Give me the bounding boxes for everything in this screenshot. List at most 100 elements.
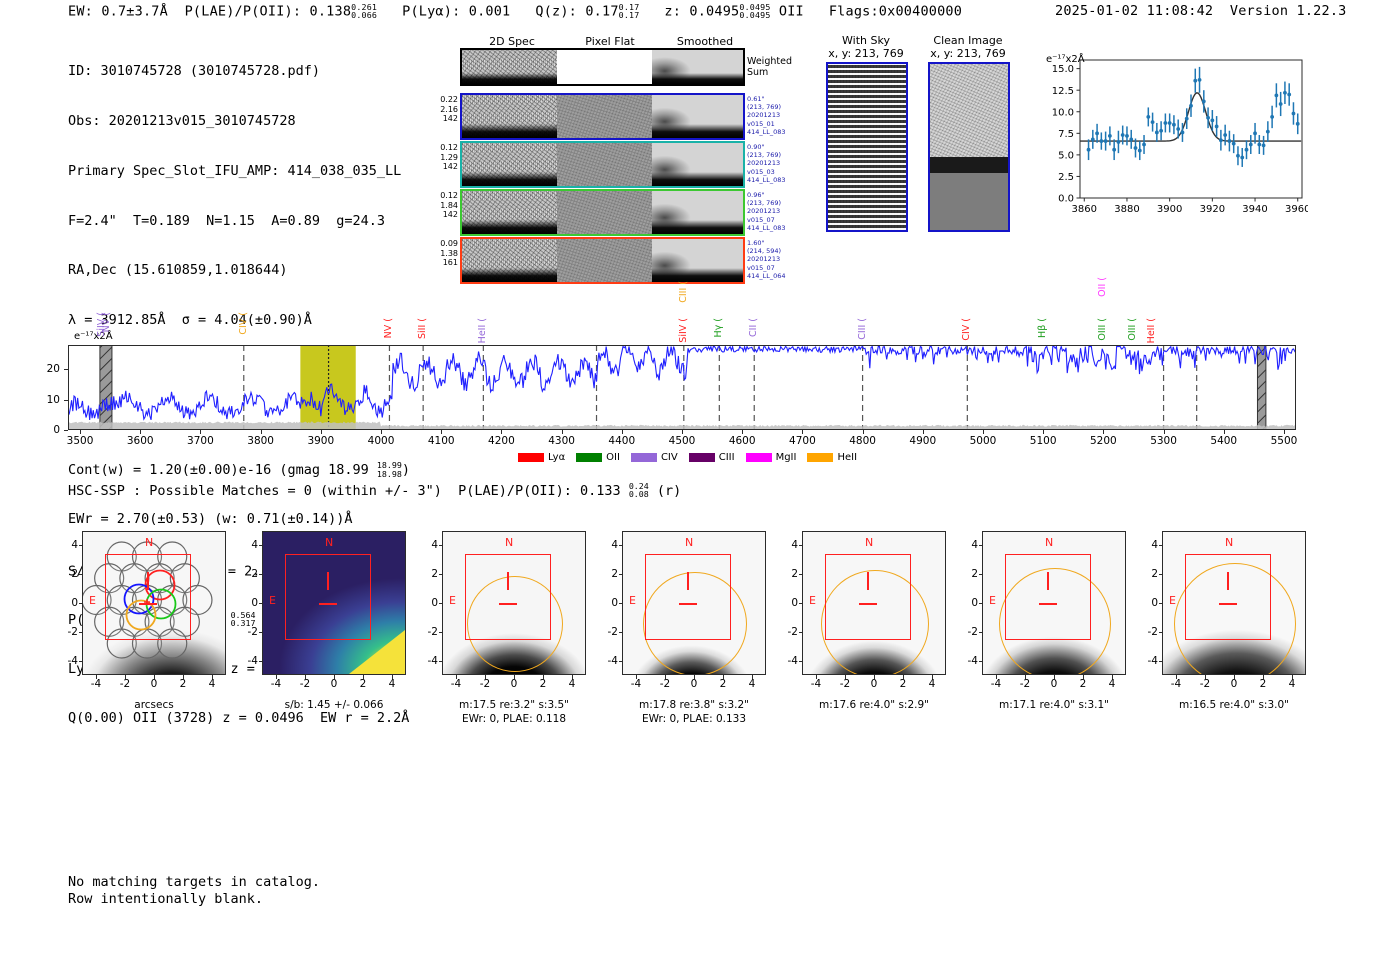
- ytick-4-2: 0: [791, 597, 798, 609]
- spectrum-xtickmark: [1103, 430, 1105, 434]
- ytickmark-0-1: [78, 632, 82, 633]
- spectrum-line-label-siii-4: SiII (: [417, 318, 429, 339]
- crosshair-horizontal-4: [859, 603, 877, 605]
- version: Version 1.22.3: [1229, 3, 1347, 19]
- ytick-6-3: 2: [1151, 568, 1158, 580]
- spec-row-4-meta: 1.60" (214, 594) 20201213 v015_07 414_LL…: [747, 239, 786, 280]
- ytickmark-1-2: [258, 603, 262, 604]
- crosshair-horizontal-3: [679, 603, 697, 605]
- xtick-5-3: 2: [1079, 678, 1087, 690]
- plae-label: P(LAE)/P(OII):: [167, 3, 310, 20]
- xtick-6-4: 4: [1288, 678, 1296, 690]
- xtick-0-0: -4: [90, 678, 102, 690]
- ytick-0-0: -4: [67, 655, 78, 667]
- weighted-sum-row: Weighted Sum: [460, 48, 792, 86]
- xtick-2-1: -2: [479, 678, 491, 690]
- ytickmark-2-4: [438, 545, 442, 546]
- svg-text:3860: 3860: [1072, 204, 1097, 215]
- svg-text:5.0: 5.0: [1058, 150, 1074, 161]
- crosshair-vertical-3: [687, 572, 689, 590]
- spectrum-xtickmark: [682, 430, 683, 434]
- red-fov-box-0: [105, 554, 191, 640]
- ytick-1-1: -2: [247, 626, 258, 638]
- legend-label-heii: HeII: [837, 452, 858, 463]
- svg-text:3920: 3920: [1200, 204, 1225, 215]
- compass-north-4: N: [865, 536, 874, 549]
- xtickmark-0-4: [212, 675, 213, 679]
- ytickmark-4-4: [798, 545, 802, 546]
- image-panel-caption-0: arcsecs: [134, 699, 174, 711]
- xtick-6-0: -4: [1170, 678, 1182, 690]
- z-value: 0.0495: [689, 3, 740, 20]
- xtick-3-1: -2: [659, 678, 671, 690]
- ytick-4-1: -2: [787, 626, 798, 638]
- info-lambda: λ = 3912.85Å σ = 4.04(±0.90)Å: [68, 312, 312, 329]
- xtickmark-1-2: [334, 675, 335, 679]
- compass-east-2: E: [449, 594, 456, 607]
- ytickmark-4-2: [798, 603, 802, 604]
- compass-north-6: N: [1225, 536, 1234, 549]
- legend-entry-oii: OII: [576, 452, 620, 463]
- ytickmark-5-2: [978, 603, 982, 604]
- xtickmark-4-3: [903, 675, 904, 679]
- ytick-6-0: -4: [1147, 655, 1158, 667]
- ytick-3-2: 0: [611, 597, 618, 609]
- spec-row-2: 0.12 1.29 142 0.90" (213, 769) 20201213 …: [440, 141, 786, 188]
- xtickmark-1-3: [363, 675, 364, 679]
- spec-row-3-2d-image: [462, 191, 557, 234]
- spectrum-xtickmark: [1163, 430, 1165, 434]
- xtickmark-0-1: [125, 675, 126, 679]
- summary-header: EW: 0.7±3.7Å P(LAE)/P(OII): 0.138 0.261 0.…: [68, 3, 962, 20]
- crosshair-horizontal-1: [319, 603, 337, 605]
- flags-value: Flags:0x00400000: [803, 3, 963, 20]
- spectrum-ytick-20: 20: [46, 363, 60, 376]
- legend-entry-civ: CIV: [630, 452, 678, 463]
- compass-east-3: E: [629, 594, 636, 607]
- red-fov-box-4: [825, 554, 911, 640]
- image-panel-caption-1: s/b: 1.45 +/- 0.066: [284, 699, 384, 711]
- plya-value: 0.001: [468, 3, 511, 20]
- xtickmark-4-1: [845, 675, 846, 679]
- plae-value: 0.138: [309, 3, 352, 20]
- red-fov-box-2: [465, 554, 551, 640]
- spectrum-xtick-5500: 5500: [1270, 435, 1298, 447]
- ytick-4-3: 2: [791, 568, 798, 580]
- spectrum-xtick-4600: 4600: [728, 435, 756, 447]
- aperture-ellipse-5: [999, 568, 1111, 674]
- ytickmark-4-3: [798, 574, 802, 575]
- ytick-2-2: 0: [431, 597, 438, 609]
- spectrum-ytickmark: [64, 369, 68, 371]
- xtick-0-3: 2: [179, 678, 187, 690]
- spectrum-xtick-5000: 5000: [969, 435, 997, 447]
- spectrum-line-label-oiii-15: OIII (: [1127, 318, 1139, 341]
- xtickmark-0-2: [154, 675, 155, 679]
- xtickmark-5-4: [1112, 675, 1113, 679]
- image-panel-5: N E -4 -4 -2 -2 0 0 2 2 4 4 m:17.1 re:4.0" s:3.1": [968, 531, 1126, 711]
- plae-hi: 0.261: [351, 2, 378, 12]
- info-seeing: F=2.4" T=0.189 N=1.15 A=0.89 g=24.3: [68, 212, 385, 229]
- spectrum-xtickmark: [441, 430, 443, 434]
- legend-swatch-mgii: [745, 453, 772, 462]
- ytickmark-2-0: [438, 661, 442, 662]
- xtick-1-2: 0: [330, 678, 338, 690]
- plae-lo: 0.066: [351, 10, 378, 21]
- ytickmark-2-2: [438, 603, 442, 604]
- compass-north-2: N: [505, 536, 514, 549]
- timestamp: 2025-01-02 11:08:42: [1055, 3, 1214, 19]
- spectrum-svg: [68, 345, 1296, 430]
- legend-entry-lyα: Lyα: [518, 452, 565, 463]
- spectrum-xtick-3500: 3500: [66, 435, 94, 447]
- xtickmark-6-3: [1263, 675, 1264, 679]
- xtick-4-4: 4: [928, 678, 936, 690]
- hsc-header-post: (r): [648, 482, 682, 499]
- spec-row-1: 0.22 2.16 142 0.61" (213, 769) 20201213 …: [440, 93, 786, 140]
- spectrum-units-label: e⁻¹⁷x2Å: [74, 331, 113, 342]
- spectrum-xtickmark: [1283, 430, 1285, 434]
- spectrum-xtick-3900: 3900: [307, 435, 335, 447]
- lineflux-hot-region: [349, 630, 405, 674]
- image-panel-4: N E -4 -4 -2 -2 0 0 2 2 4 4 m:17.6 re:4.0" s:2.9": [788, 531, 946, 711]
